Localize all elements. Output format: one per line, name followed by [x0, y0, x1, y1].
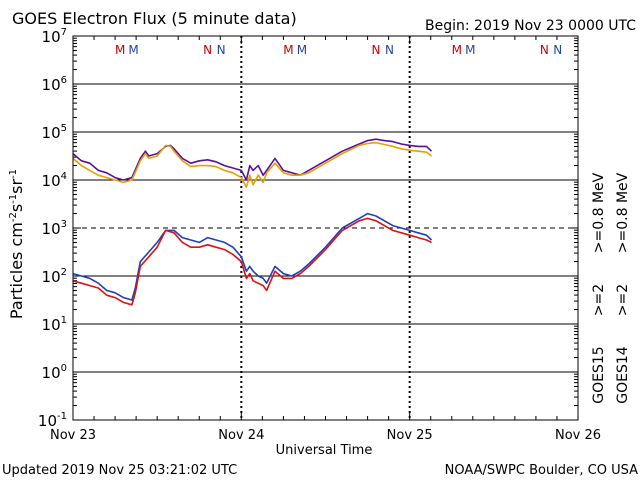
legend-goes14-08mev: >=0.8 MeV — [615, 172, 631, 253]
footer-credit: NOAA/SWPC Boulder, CO USA — [445, 463, 638, 478]
day-marker: M — [465, 43, 475, 57]
y-tick-label: 100 — [42, 363, 67, 382]
series-lines — [72, 138, 433, 306]
svg-text:Particles cm-2s-1sr-1: Particles cm-2s-1sr-1 — [7, 169, 26, 319]
series-line-4 — [72, 217, 432, 306]
x-tick-label: Nov 24 — [218, 428, 264, 443]
legend-goes14-label: GOES14 — [615, 346, 631, 404]
y-tick-label: 103 — [42, 219, 67, 238]
legend-goes15-2mev: >=2 — [591, 284, 607, 316]
axis-ticks — [72, 36, 579, 421]
y-tick-label: 106 — [42, 75, 67, 94]
series-line-1 — [72, 138, 433, 181]
legend-goes15-label: GOES15 — [591, 346, 607, 403]
x-tick-labels: Nov 23 Nov 24 Nov 25 Nov 26 — [50, 428, 601, 443]
day-marker: M — [283, 43, 293, 57]
y-label-sup2: -1 — [8, 194, 19, 204]
y-axis-label: Particles cm-2s-1sr-1 — [7, 169, 26, 319]
series-line-2 — [72, 141, 432, 188]
begin-label: Begin: 2019 Nov 23 0000 UTC — [425, 18, 636, 34]
y-label-sup1: -2 — [8, 212, 19, 222]
day-marker: N — [385, 43, 394, 57]
day-marker: N — [540, 43, 549, 57]
day-marker: N — [372, 43, 381, 57]
legend: >=0.8 MeV >=0.8 MeV >=2 >=2 GOES15 GOES1… — [591, 172, 631, 403]
day-marker: M — [452, 43, 462, 57]
y-tick-label: 102 — [42, 267, 67, 286]
y-tick-label: 101 — [42, 315, 67, 334]
legend-goes14-2mev: >=2 — [615, 284, 631, 316]
x-axis-label: Universal Time — [276, 443, 373, 458]
y-label-mid2: sr — [7, 179, 26, 194]
day-separators — [240, 36, 411, 420]
day-marker: M — [115, 43, 125, 57]
day-marker: M — [128, 43, 138, 57]
series-line-3 — [72, 212, 433, 301]
plot-grid — [73, 83, 578, 373]
y-tick-label: 10-1 — [38, 411, 67, 430]
day-marker: N — [553, 43, 562, 57]
x-tick-label: Nov 26 — [555, 428, 601, 443]
x-tick-label: Nov 23 — [50, 428, 96, 443]
y-label-mid1: s — [7, 204, 26, 212]
x-tick-label: Nov 25 — [387, 428, 433, 443]
footer-updated: Updated 2019 Nov 25 03:21:02 UTC — [2, 463, 237, 478]
y-label-main: Particles cm — [7, 222, 26, 319]
day-marker: M — [297, 43, 307, 57]
chart-title: GOES Electron Flux (5 minute data) — [12, 9, 297, 28]
y-tick-labels: 107 106 105 104 103 102 101 100 10-1 — [38, 27, 67, 430]
day-marker: N — [217, 43, 226, 57]
y-tick-label: 107 — [42, 27, 67, 46]
plot-frame — [72, 35, 579, 421]
day-marker: N — [203, 43, 212, 57]
y-tick-label: 105 — [42, 123, 67, 142]
y-label-sup3: -1 — [8, 169, 19, 179]
y-tick-label: 104 — [42, 171, 67, 190]
legend-goes15-08mev: >=0.8 MeV — [591, 172, 607, 253]
